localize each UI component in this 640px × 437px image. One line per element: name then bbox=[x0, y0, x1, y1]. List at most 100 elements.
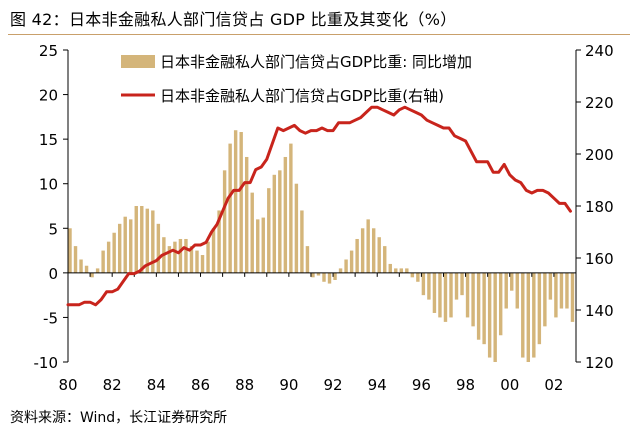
bar-mark bbox=[300, 210, 304, 273]
x-tick-label: 82 bbox=[103, 376, 122, 394]
x-tick-label: 80 bbox=[58, 376, 77, 394]
bar-mark bbox=[355, 238, 359, 273]
left-tick-label: -5 bbox=[43, 309, 58, 327]
x-tick-label: 96 bbox=[412, 376, 431, 394]
bar-mark bbox=[217, 210, 221, 273]
bar-mark bbox=[322, 272, 326, 282]
x-tick-label: 84 bbox=[147, 376, 166, 394]
right-tick-label: 240 bbox=[585, 42, 614, 60]
bar-mark bbox=[184, 238, 188, 273]
bar-mark bbox=[84, 265, 89, 273]
x-tick-label: 02 bbox=[544, 376, 563, 394]
bar-mark bbox=[410, 272, 415, 278]
bar-mark bbox=[377, 237, 381, 273]
left-tick-label: 10 bbox=[39, 176, 58, 194]
bar-mark bbox=[206, 241, 210, 273]
bar-mark bbox=[79, 259, 83, 273]
bar-mark bbox=[521, 272, 525, 358]
bar-mark bbox=[311, 272, 315, 278]
bar-mark bbox=[73, 246, 78, 273]
bar-mark bbox=[366, 219, 370, 273]
figure-title: 图 42：日本非金融私人部门信贷占 GDP 比重及其变化（%） bbox=[10, 6, 457, 30]
bar-mark bbox=[95, 268, 100, 273]
left-tick-label: 5 bbox=[48, 220, 58, 238]
left-tick-label: 20 bbox=[39, 87, 58, 105]
bar-mark bbox=[195, 250, 199, 273]
bar-mark bbox=[427, 272, 431, 300]
x-tick-label: 00 bbox=[500, 376, 519, 394]
source-note: 资料来源：Wind，长江证券研究所 bbox=[10, 410, 228, 426]
bar-mark bbox=[90, 272, 94, 278]
bar-mark bbox=[565, 272, 569, 309]
x-tick-label: 88 bbox=[235, 376, 254, 394]
bar-mark bbox=[256, 219, 260, 273]
bar-mark bbox=[504, 272, 508, 309]
bar-mark bbox=[239, 132, 243, 273]
bar-mark bbox=[189, 246, 194, 273]
bar-mark bbox=[244, 156, 249, 273]
bar-mark bbox=[112, 232, 116, 273]
bar-mark bbox=[222, 170, 227, 273]
bar-mark bbox=[394, 268, 398, 273]
bar-mark bbox=[101, 250, 105, 273]
bar-mark bbox=[178, 238, 183, 273]
bar-mark bbox=[134, 206, 138, 273]
x-tick-label: 98 bbox=[456, 376, 475, 394]
bar-mark bbox=[123, 216, 127, 273]
right-tick-label: 180 bbox=[585, 198, 614, 216]
bar-mark bbox=[510, 272, 514, 291]
bar-mark bbox=[289, 143, 293, 273]
x-tick-label: 90 bbox=[279, 376, 298, 394]
bar-mark bbox=[305, 246, 310, 273]
left-tick-label: -10 bbox=[34, 354, 59, 372]
bar-mark bbox=[167, 246, 172, 273]
bar-mark bbox=[449, 272, 453, 318]
bar-mark bbox=[233, 130, 238, 273]
bar-mark bbox=[272, 174, 277, 273]
left-tick-label: 25 bbox=[39, 42, 58, 60]
bar-mark bbox=[543, 272, 547, 327]
bar-mark bbox=[333, 272, 337, 280]
bar-mark bbox=[388, 263, 392, 273]
bar-mark bbox=[493, 272, 497, 362]
legend-label-bar: 日本非金融私人部门信贷占GDP比重: 同比增加 bbox=[160, 53, 472, 71]
bar-mark bbox=[349, 250, 354, 273]
bar-mark bbox=[371, 228, 376, 273]
bar-mark bbox=[267, 188, 271, 273]
bar-mark bbox=[526, 272, 531, 362]
bar-mark bbox=[261, 217, 265, 273]
bar-mark bbox=[283, 156, 288, 273]
bar-mark bbox=[151, 210, 155, 273]
bar-mark bbox=[68, 228, 72, 273]
title-rule bbox=[8, 34, 630, 35]
bar-mark bbox=[476, 272, 481, 340]
bar-mark bbox=[156, 223, 161, 273]
bar-mark bbox=[570, 272, 575, 322]
bar-mark bbox=[129, 219, 133, 273]
bar-mark bbox=[548, 272, 553, 300]
bar-mark bbox=[327, 272, 332, 284]
bar-mark bbox=[399, 268, 404, 273]
bar-mark bbox=[228, 143, 232, 273]
bar-mark bbox=[211, 228, 216, 273]
bar-mark bbox=[482, 272, 486, 345]
right-tick-label: 200 bbox=[585, 146, 614, 164]
bar-mark bbox=[515, 272, 519, 309]
x-tick-label: 92 bbox=[323, 376, 342, 394]
bar-mark bbox=[278, 170, 282, 273]
bar-mark bbox=[117, 223, 122, 273]
bar-mark bbox=[294, 183, 299, 273]
bar-mark bbox=[465, 272, 470, 318]
bar-mark bbox=[145, 208, 150, 273]
bar-mark bbox=[537, 272, 542, 345]
bar-mark bbox=[471, 272, 475, 327]
bar-mark bbox=[360, 228, 365, 273]
right-tick-label: 120 bbox=[585, 354, 614, 372]
left-tick-label: 15 bbox=[39, 131, 58, 149]
bar-mark bbox=[421, 272, 426, 296]
bar-mark bbox=[405, 268, 409, 273]
legend-swatch-bar bbox=[121, 55, 155, 68]
bar-mark bbox=[443, 272, 448, 322]
right-tick-label: 160 bbox=[585, 250, 614, 268]
